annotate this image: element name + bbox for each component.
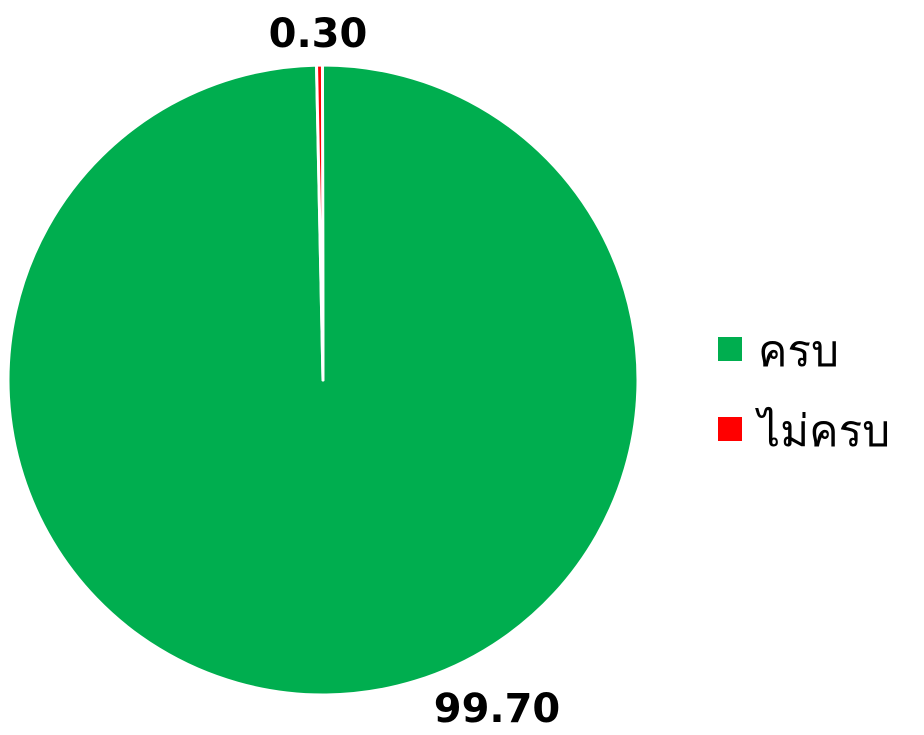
legend-item-incomplete: ไม่ครบ bbox=[718, 406, 890, 457]
legend-label-incomplete: ไม่ครบ bbox=[755, 406, 890, 457]
data-label-incomplete: 0.30 bbox=[269, 11, 368, 57]
pie-slices bbox=[6, 63, 640, 697]
legend-swatch-complete bbox=[718, 337, 742, 361]
data-label-complete: 99.70 bbox=[434, 686, 561, 732]
legend-label-complete: ครบ bbox=[758, 326, 839, 377]
pie-slice-incomplete bbox=[315, 63, 325, 382]
legend-item-complete: ครบ bbox=[718, 326, 839, 377]
legend-swatch-incomplete bbox=[718, 417, 742, 441]
pie-data-labels: 99.70 0.30 bbox=[269, 11, 561, 732]
legend: ครบ ไม่ครบ bbox=[718, 326, 890, 457]
